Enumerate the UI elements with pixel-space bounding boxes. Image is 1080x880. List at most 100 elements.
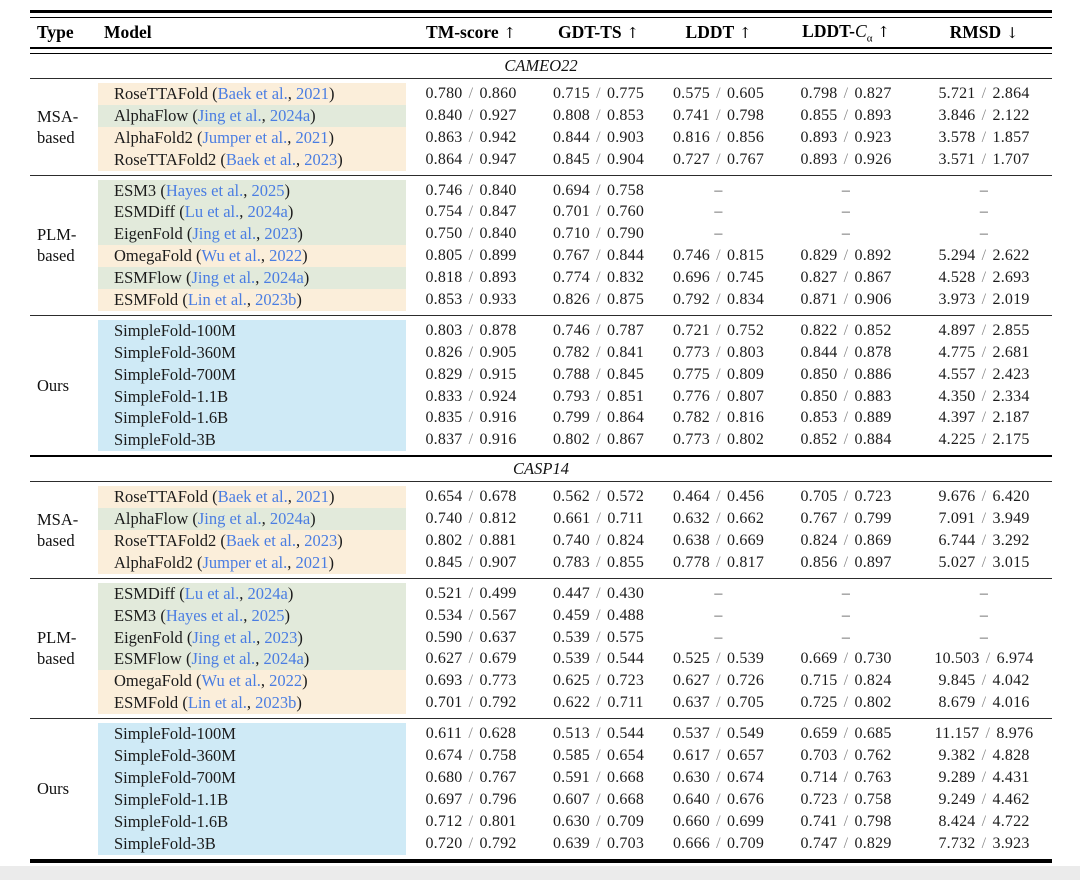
metric-value: 0.539 <box>552 650 590 668</box>
metric-value: 0.847 <box>479 203 517 221</box>
citation-link[interactable]: Jing et al. <box>191 649 256 669</box>
metric-value-cell: 0.827 / 0.867 <box>776 269 916 287</box>
citation-link[interactable]: 2023 <box>264 224 298 244</box>
metric-value: 0.792 <box>672 290 710 308</box>
citation-link[interactable]: Jumper et al. <box>202 552 288 572</box>
citation-link[interactable]: Lin et al. <box>187 289 247 309</box>
metric-value-cell: 0.750 / 0.840 <box>406 225 536 243</box>
citation-link[interactable]: 2024a <box>247 202 288 222</box>
metric-value-cell: 4.397 / 2.187 <box>916 409 1052 427</box>
value-separator: / <box>591 247 606 265</box>
citation-link[interactable]: Lu et al. <box>184 583 240 603</box>
metric-value: 1.707 <box>992 150 1030 168</box>
model-name: EigenFold <box>114 224 183 244</box>
missing-value: – <box>979 584 989 602</box>
citation: (Baek et al., 2021) <box>208 83 335 103</box>
citation-link[interactable]: 2023 <box>304 149 338 169</box>
value-separator: / <box>592 694 606 712</box>
missing-value: – <box>714 203 723 221</box>
citation-link[interactable]: 2024a <box>269 105 311 125</box>
column-header-tm-score: TM-score ↑ <box>426 22 516 42</box>
citation-link[interactable]: 2021 <box>295 83 329 103</box>
metric-value-cell: 0.712 / 0.801 <box>406 813 536 831</box>
metric-value: 0.752 <box>727 321 765 339</box>
table-row: SimpleFold-1.6B 0.712 / 0.801 0.630 / 0.70… <box>98 810 1052 833</box>
citation-link[interactable]: Hayes et al. <box>165 605 244 625</box>
metric-value: 0.904 <box>607 150 645 168</box>
citation-link[interactable]: Jing et al. <box>192 224 257 244</box>
citation-link[interactable]: Jumper et al. <box>202 127 288 147</box>
metric-value-cell: 0.701 / 0.792 <box>406 694 536 712</box>
metric-value-cell: 0.856 / 0.897 <box>776 554 916 572</box>
metric-value-cell: 0.632 / 0.662 <box>661 510 776 528</box>
metric-value: 0.818 <box>425 269 463 287</box>
section-title-casp14: CASP14 <box>513 459 569 479</box>
metric-value: 0.740 <box>552 531 590 549</box>
metric-value: 0.730 <box>854 650 892 668</box>
citation-link[interactable]: Wu et al. <box>201 671 261 691</box>
metric-value-cell: – <box>661 182 776 200</box>
metric-value: 0.727 <box>672 150 710 168</box>
value-separator: / <box>977 531 991 549</box>
citation-link[interactable]: Lin et al. <box>187 693 247 713</box>
group-divider-rule <box>30 174 1052 176</box>
citation-link[interactable]: 2025 <box>251 605 285 625</box>
metric-value: 9.289 <box>938 768 976 786</box>
citation-link[interactable]: 2025 <box>251 180 285 200</box>
value-separator: / <box>711 790 726 808</box>
metric-value: 0.773 <box>672 431 710 449</box>
metric-value: 0.796 <box>479 790 517 808</box>
metric-value: 0.878 <box>854 343 892 361</box>
model-cell: OmegaFold (Wu et al., 2022) <box>98 245 406 268</box>
table-row: SimpleFold-700M 0.680 / 0.767 0.591 / 0.66… <box>98 766 1052 789</box>
metric-value: 0.639 <box>552 834 590 852</box>
metric-value: 0.659 <box>800 725 838 743</box>
model-cell: RoseTTAFold (Baek et al., 2021) <box>98 83 406 105</box>
value-separator: / <box>591 790 606 808</box>
table-row: SimpleFold-360M 0.674 / 0.758 0.585 / 0.65… <box>98 745 1052 767</box>
citation-link[interactable]: Wu et al. <box>201 246 261 266</box>
missing-value: – <box>841 584 851 602</box>
metric-value-cell: 0.585 / 0.654 <box>536 747 661 765</box>
citation-link[interactable]: 2023 <box>304 530 338 550</box>
value-separator: / <box>591 343 606 361</box>
citation-link[interactable]: Hayes et al. <box>165 180 244 200</box>
citation-link[interactable]: Jing et al. <box>191 268 256 288</box>
citation-link[interactable]: 2024a <box>263 268 304 288</box>
citation-link[interactable]: Baek et al. <box>217 83 288 103</box>
citation-link[interactable]: 2021 <box>295 487 329 507</box>
missing-value: – <box>979 606 989 624</box>
citation-link[interactable]: Lu et al. <box>184 202 240 222</box>
citation-link[interactable]: Jing et al. <box>197 509 262 529</box>
citation-link[interactable]: 2023b <box>255 289 297 309</box>
column-header-lddt: LDDT ↑ <box>685 22 752 42</box>
citation-link[interactable]: 2023b <box>255 693 297 713</box>
metric-value: 0.824 <box>607 531 645 549</box>
citation-link[interactable]: 2024a <box>247 583 288 603</box>
citation-link[interactable]: Jing et al. <box>197 105 262 125</box>
citation-link[interactable]: Baek et al. <box>225 149 296 169</box>
metric-value: 2.175 <box>992 431 1030 449</box>
metric-value: 0.762 <box>854 746 892 764</box>
citation-link[interactable]: 2024a <box>263 649 304 669</box>
citation-link[interactable]: Jing et al. <box>192 627 257 647</box>
citation-link[interactable]: 2022 <box>269 671 303 691</box>
citation-link[interactable]: 2023 <box>264 627 298 647</box>
metric-value: 2.122 <box>992 106 1030 124</box>
model-name: SimpleFold-3B <box>114 430 216 450</box>
citation-link[interactable]: 2024a <box>269 509 311 529</box>
metric-value: 4.016 <box>992 694 1030 712</box>
value-separator: / <box>464 409 478 427</box>
citation-link[interactable]: 2021 <box>295 127 329 147</box>
metric-value-cell: 0.746 / 0.840 <box>406 182 536 200</box>
subscript-symbol: α <box>866 32 873 45</box>
metric-value-cell: 0.537 / 0.549 <box>661 725 776 743</box>
metric-value-cell: 7.732 / 3.923 <box>916 835 1052 853</box>
value-separator: / <box>711 531 726 549</box>
missing-value: – <box>841 628 851 646</box>
value-separator: / <box>711 672 726 690</box>
citation-link[interactable]: Baek et al. <box>225 530 296 550</box>
citation-link[interactable]: Baek et al. <box>217 487 288 507</box>
citation-link[interactable]: 2022 <box>269 246 303 266</box>
citation-link[interactable]: 2021 <box>295 552 329 572</box>
